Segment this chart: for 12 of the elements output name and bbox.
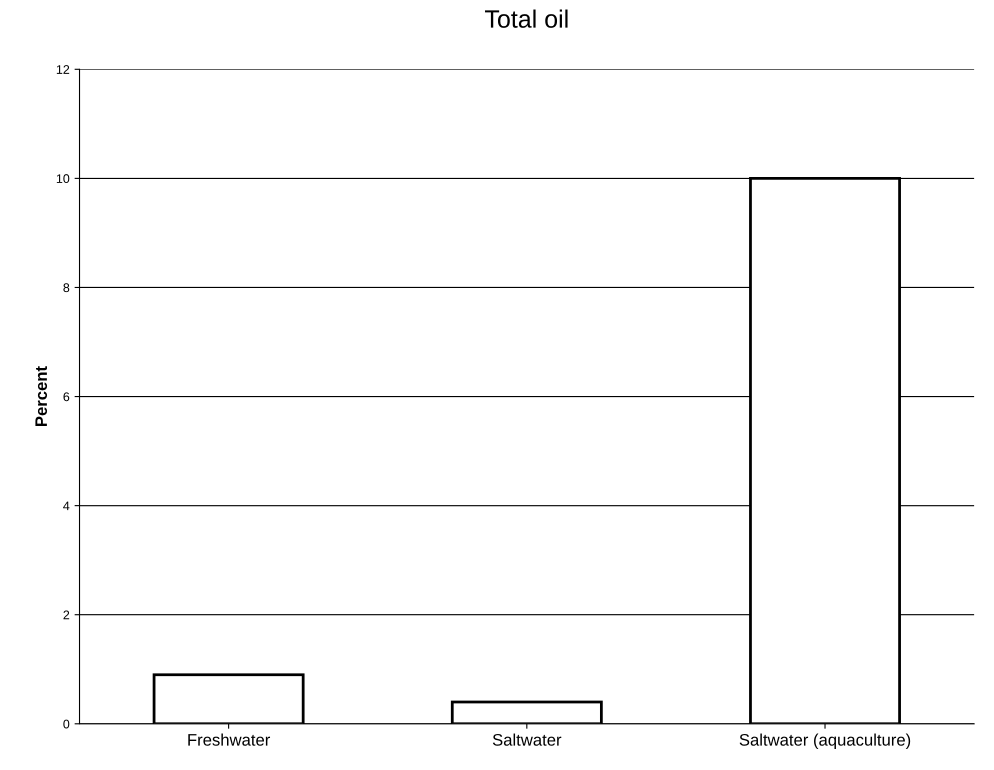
y-tick-label: 2 [63,610,70,620]
y-tick-label: 4 [63,502,70,510]
y-tick-label: 6 [63,392,70,402]
y-tick-label: 10 [56,174,70,184]
x-tick-label: Freshwater [188,734,270,746]
chart-title: Total oil [485,10,568,28]
y-tick-label: 0 [63,720,70,728]
y-axis-title: Percent [35,366,48,426]
x-tick-label: Saltwater [492,734,562,746]
y-tick-label: 12 [56,65,70,74]
y-tick-label: 8 [63,283,70,292]
x-tick-label: Saltwater (aquaculture) [740,734,910,750]
